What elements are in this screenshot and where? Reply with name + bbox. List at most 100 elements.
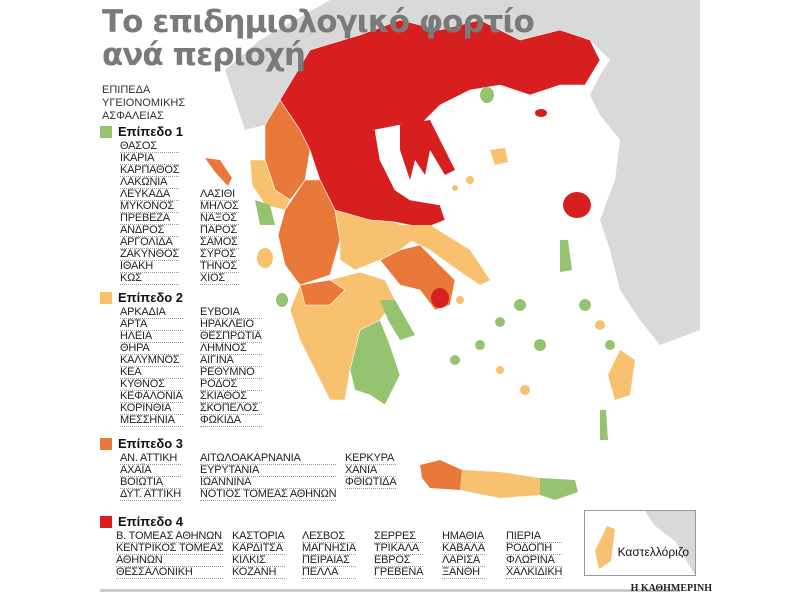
region-athens (431, 288, 449, 308)
region-name: ΣΚΙΑΘΟΣ (200, 391, 262, 403)
island (456, 296, 464, 304)
region-name: ΚΑΡΔΙΤΣΑ (232, 542, 285, 555)
region-aitoloakarnania (277, 179, 341, 286)
region-name: ΦΛΩΡΙΝΑ (506, 555, 563, 567)
region-name: ΚΑΡΠΑΘΟΣ (120, 164, 180, 177)
legend-column: Β. ΤΟΜΕΑΣ ΑΘΗΝΩΝ ΚΕΝΤΡΙΚΟΣ ΤΟΜΕΑΣ ΑΘΗΝΩΝ ΘΕ… (116, 530, 224, 579)
region-name: ΡΕΘΥΜΝΟ (200, 367, 262, 379)
legend-column: ΣΕΡΡΕΣ ΤΡΙΚΑΛΑ ΕΒΡΟΣ ΓΡΕΒΕΝΑ (374, 531, 423, 579)
inset-label: Καστελλόριζο (617, 545, 689, 559)
island-zakynthos (276, 293, 288, 307)
region-name: ΠΕΙΡΑΙΑΣ (302, 555, 357, 567)
region-name: ΗΜΑΘΙΑ (442, 530, 485, 543)
region-name: ΑΙΤΩΛΟΑΚΑΡΝΑΝΙΑ (200, 453, 337, 465)
island-samothraki (535, 109, 547, 117)
legend-column: ΛΕΣΒΟΣ ΜΑΓΝΗΣΙΑ ΠΕΙΡΑΙΑΣ ΠΕΛΛΑ (302, 531, 356, 579)
crete-lasithi (540, 478, 578, 500)
region-name: ΚΥΘΝΟΣ (120, 379, 183, 391)
legend-column: ΘΑΣΟΣ ΙΚΑΡΙΑ ΚΑΡΠΑΘΟΣ ΛΑΚΩΝΙΑ ΛΕΥΚΑΔΑ ΜΥΚΟΝΟΣ… (120, 141, 180, 285)
island-thasos (480, 87, 494, 103)
region-name: ΚΕΝΤΡΙΚΟΣ ΤΟΜΕΑΣ (116, 542, 224, 555)
region-name: ΕΥΡΥΤΑΝΙΑ (200, 465, 337, 477)
legend-level-1: Επίπεδο 1 (100, 125, 183, 139)
region-argolida (380, 300, 415, 340)
crete-rethymno-heraklio (460, 470, 540, 498)
legend-column: ΛΑΣΙΘΙ ΜΗΛΟΣ ΝΑΞΟΣ ΠΑΡΟΣ ΣΑΜΟΣ ΣΥΡΟΣ ΤΗΝΟΣ ΧΙΟΣ (200, 189, 239, 285)
region-name: ΗΡΑΚΛΕΙΟ (200, 319, 262, 331)
divider (100, 589, 680, 592)
island-karpathos (600, 410, 608, 440)
region-name: ΧΑΝΙΑ (345, 465, 397, 477)
inset-island (595, 526, 615, 569)
island (514, 299, 526, 311)
region-name: ΝΟΤΙΟΣ ΤΟΜΕΑΣ ΑΘΗΝΩΝ (200, 488, 337, 501)
region-name: ΡΟΔΟΣ (200, 379, 262, 391)
region-name: ΜΕΣΣΗΝΙΑ (120, 415, 183, 427)
legend-swatch (100, 438, 112, 450)
region-name: Β. ΤΟΜΕΑΣ ΑΘΗΝΩΝ (116, 530, 224, 543)
region-name: ΚΕΑ (120, 367, 183, 379)
legend-column: ΑΝ. ΑΤΤΙΚΗ ΑΧΑΪΑ ΒΟΙΩΤΙΑ ΔΥΤ. ΑΤΤΙΚΗ (120, 453, 181, 501)
island-lesvos (563, 192, 591, 218)
legend-heading: ΕΠΙΠΕΔΑ ΥΓΕΙΟΝΟΜΙΚΗΣ ΑΣΦΑΛΕΙΑΣ (102, 84, 185, 123)
legend-swatch (100, 516, 112, 528)
legend-heading-line: ΥΓΕΙΟΝΟΜΙΚΗΣ (102, 97, 186, 109)
region-name: ΕΥΒΟΙΑ (200, 307, 262, 319)
page-title: Το επιδημιολογικό φορτίο ανά περιοχή (102, 6, 535, 73)
region-name: ΘΗΡΑ (120, 343, 183, 355)
region-name: ΒΟΙΩΤΙΑ (120, 477, 181, 489)
legend-level-label: Επίπεδο 1 (118, 124, 184, 139)
region-name: ΦΩΚΙΔΑ (200, 415, 262, 427)
region-name: ΙΩΑΝΝΙΝΑ (200, 477, 337, 489)
legend-column: ΚΕΡΚΥΡΑ ΧΑΝΙΑ ΦΘΙΩΤΙΔΑ (345, 453, 397, 489)
region-preveza (255, 200, 275, 225)
region-name: ΣΥΡΟΣ (200, 249, 239, 261)
region-name: ΛΑΡΙΣΑ (442, 555, 485, 567)
region-name: ΚΑΣΤΟΡΙΑ (232, 530, 285, 543)
legend-column: ΗΜΑΘΙΑ ΚΑΒΑΛΑ ΛΑΡΙΣΑ ΞΑΝΘΗ (442, 531, 485, 579)
legend-column: ΑΡΚΑΔΙΑ ΑΡΤΑ ΗΛΕΙΑ ΘΗΡΑ ΚΑΛΥΜΝΟΣ ΚΕΑ ΚΥΘΝΟΣ ΚΕΦ… (120, 307, 183, 427)
island (475, 340, 485, 350)
legend-swatch (100, 126, 112, 138)
region-name: ΚΑΒΑΛΑ (442, 542, 485, 555)
region-name: ΑΧΑΪΑ (120, 465, 181, 477)
region-name: ΚΟΖΑΝΗ (232, 567, 285, 579)
island-kefalonia (257, 248, 273, 268)
island (534, 339, 546, 351)
region-name: ΘΕΣΣΑΛΟΝΙΚΗ (116, 567, 224, 579)
region-name: ΞΑΝΘΗ (442, 567, 485, 579)
legend-level-2: Επίπεδο 2 (100, 291, 183, 305)
region-name: ΙΘΑΚΗ (120, 261, 180, 273)
island-chios (560, 240, 572, 272)
region-name: ΧΙΟΣ (200, 273, 239, 285)
island (495, 317, 505, 327)
region-name: ΜΑΓΝΗΣΙΑ (302, 542, 357, 555)
region-name: ΧΑΛΚΙΔΙΚΗ (506, 566, 563, 579)
region-name: ΑΝ. ΑΤΤΙΚΗ (120, 453, 181, 465)
region-name: ΙΚΑΡΙΑ (120, 153, 180, 165)
region-name: ΗΛΕΙΑ (120, 331, 183, 343)
legend-level-4: Επίπεδο 4 (100, 515, 183, 529)
island (450, 355, 460, 365)
title-line: ανά περιοχή (102, 37, 306, 73)
region-name: ΦΘΙΩΤΙΔΑ (345, 476, 397, 489)
region-name: ΛΕΥΚΑΔΑ (120, 189, 180, 201)
region-name: ΚΟΡΙΝΘΙΑ (120, 403, 183, 415)
region-name: ΚΕΡΚΥΡΑ (345, 453, 397, 465)
region-name: ΑΘΗΝΩΝ (116, 555, 224, 567)
region-name: ΛΑΚΩΝΙΑ (120, 177, 180, 189)
region-name: ΤΡΙΚΑΛΑ (374, 543, 424, 555)
region-name: ΜΥΚΟΝΟΣ (120, 201, 180, 213)
region-name: ΑΡΤΑ (120, 319, 183, 331)
neighbour-land (225, 0, 700, 130)
region-name: ΣΕΡΡΕΣ (374, 531, 424, 543)
region-name: ΠΡΕΒΕΖΑ (120, 213, 180, 225)
region-name: ΛΕΣΒΟΣ (302, 531, 357, 543)
region-name: ΑΡΓΟΛΙΔΑ (120, 237, 180, 249)
region-name: ΡΟΔΟΠΗ (506, 543, 563, 555)
island (520, 385, 530, 395)
turkey-land (590, 60, 700, 345)
region-name: ΤΗΝΟΣ (200, 260, 239, 273)
island (579, 299, 591, 311)
